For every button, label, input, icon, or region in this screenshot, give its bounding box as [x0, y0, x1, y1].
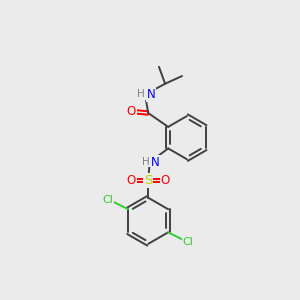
Text: O: O: [160, 174, 170, 187]
Text: O: O: [127, 105, 136, 118]
Text: H: H: [137, 89, 145, 99]
Text: N: N: [147, 88, 155, 101]
Text: Cl: Cl: [183, 237, 194, 247]
Text: H: H: [142, 157, 150, 166]
Text: Cl: Cl: [103, 195, 114, 205]
Text: N: N: [151, 156, 160, 169]
Text: S: S: [144, 174, 152, 187]
Text: O: O: [127, 174, 136, 187]
